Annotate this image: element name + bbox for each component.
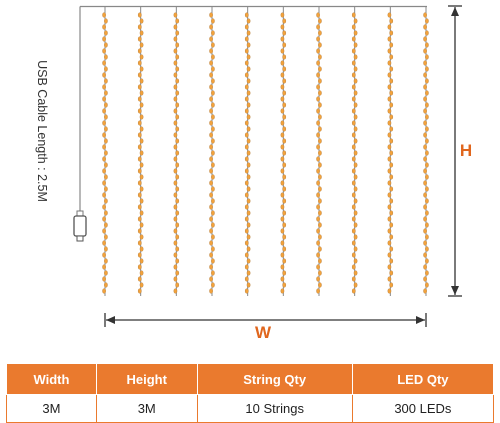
light-string: [173, 7, 180, 296]
light-string: [351, 7, 358, 296]
spec-value-width: 3M: [6, 394, 97, 423]
spec-table-header-row: Width Height String Qty LED Qty: [6, 363, 495, 395]
usb-cable-length-label: USB Cable Length : 2.5M: [27, 36, 57, 226]
width-dimension-line: [104, 313, 427, 327]
light-string: [316, 7, 322, 296]
height-dimension-line: [448, 5, 462, 297]
light-string: [137, 7, 144, 296]
spec-header-led-qty: LED Qty: [351, 363, 495, 395]
spec-value-string-qty: 10 Strings: [196, 394, 353, 423]
usb-plug: [73, 210, 87, 242]
spec-header-width: Width: [6, 363, 97, 395]
light-string: [209, 7, 215, 296]
spec-table-row: 3M 3M 10 Strings 300 LEDs: [6, 394, 495, 423]
spec-value-led-qty: 300 LEDs: [351, 394, 495, 423]
width-label: W: [254, 323, 272, 342]
light-string: [423, 7, 429, 296]
curtain-light-diagram: USB Cable Length : 2.5M H W: [27, 5, 473, 342]
spec-header-string-qty: String Qty: [196, 363, 353, 395]
height-label: H: [459, 141, 473, 160]
curtain-light-drawing: [73, 5, 462, 327]
light-string: [280, 7, 287, 296]
light-strings: [102, 7, 429, 296]
light-string: [102, 7, 108, 296]
usb-cable-length-text: USB Cable Length : 2.5M: [35, 60, 49, 202]
spec-table: Width Height String Qty LED Qty 3M 3M 10…: [6, 363, 495, 423]
spec-value-height: 3M: [95, 394, 198, 423]
light-string: [387, 7, 394, 296]
light-string: [244, 7, 251, 296]
spec-header-height: Height: [95, 363, 198, 395]
